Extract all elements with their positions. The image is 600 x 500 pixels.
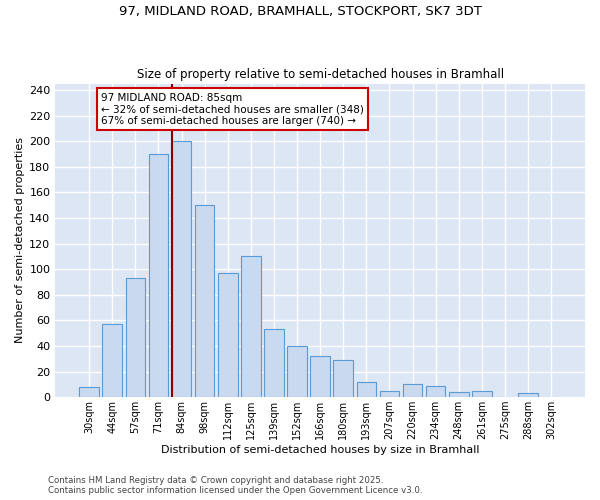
Text: 97 MIDLAND ROAD: 85sqm
← 32% of semi-detached houses are smaller (348)
67% of se: 97 MIDLAND ROAD: 85sqm ← 32% of semi-det… xyxy=(101,92,364,126)
Bar xyxy=(264,330,284,397)
Bar xyxy=(79,387,99,397)
Text: Contains HM Land Registry data © Crown copyright and database right 2025.
Contai: Contains HM Land Registry data © Crown c… xyxy=(48,476,422,495)
Bar xyxy=(125,278,145,397)
Bar xyxy=(149,154,168,397)
Bar xyxy=(103,324,122,397)
X-axis label: Distribution of semi-detached houses by size in Bramhall: Distribution of semi-detached houses by … xyxy=(161,445,479,455)
Bar xyxy=(310,356,330,397)
Bar xyxy=(241,256,260,397)
Bar xyxy=(287,346,307,397)
Bar xyxy=(334,360,353,397)
Bar xyxy=(472,391,491,397)
Bar xyxy=(403,384,422,397)
Title: Size of property relative to semi-detached houses in Bramhall: Size of property relative to semi-detach… xyxy=(137,68,504,81)
Bar xyxy=(426,386,445,397)
Y-axis label: Number of semi-detached properties: Number of semi-detached properties xyxy=(15,138,25,344)
Bar xyxy=(518,394,538,397)
Bar xyxy=(172,141,191,397)
Bar xyxy=(356,382,376,397)
Bar xyxy=(449,392,469,397)
Bar xyxy=(195,205,214,397)
Bar xyxy=(380,391,399,397)
Text: 97, MIDLAND ROAD, BRAMHALL, STOCKPORT, SK7 3DT: 97, MIDLAND ROAD, BRAMHALL, STOCKPORT, S… xyxy=(119,5,481,18)
Bar xyxy=(218,273,238,397)
